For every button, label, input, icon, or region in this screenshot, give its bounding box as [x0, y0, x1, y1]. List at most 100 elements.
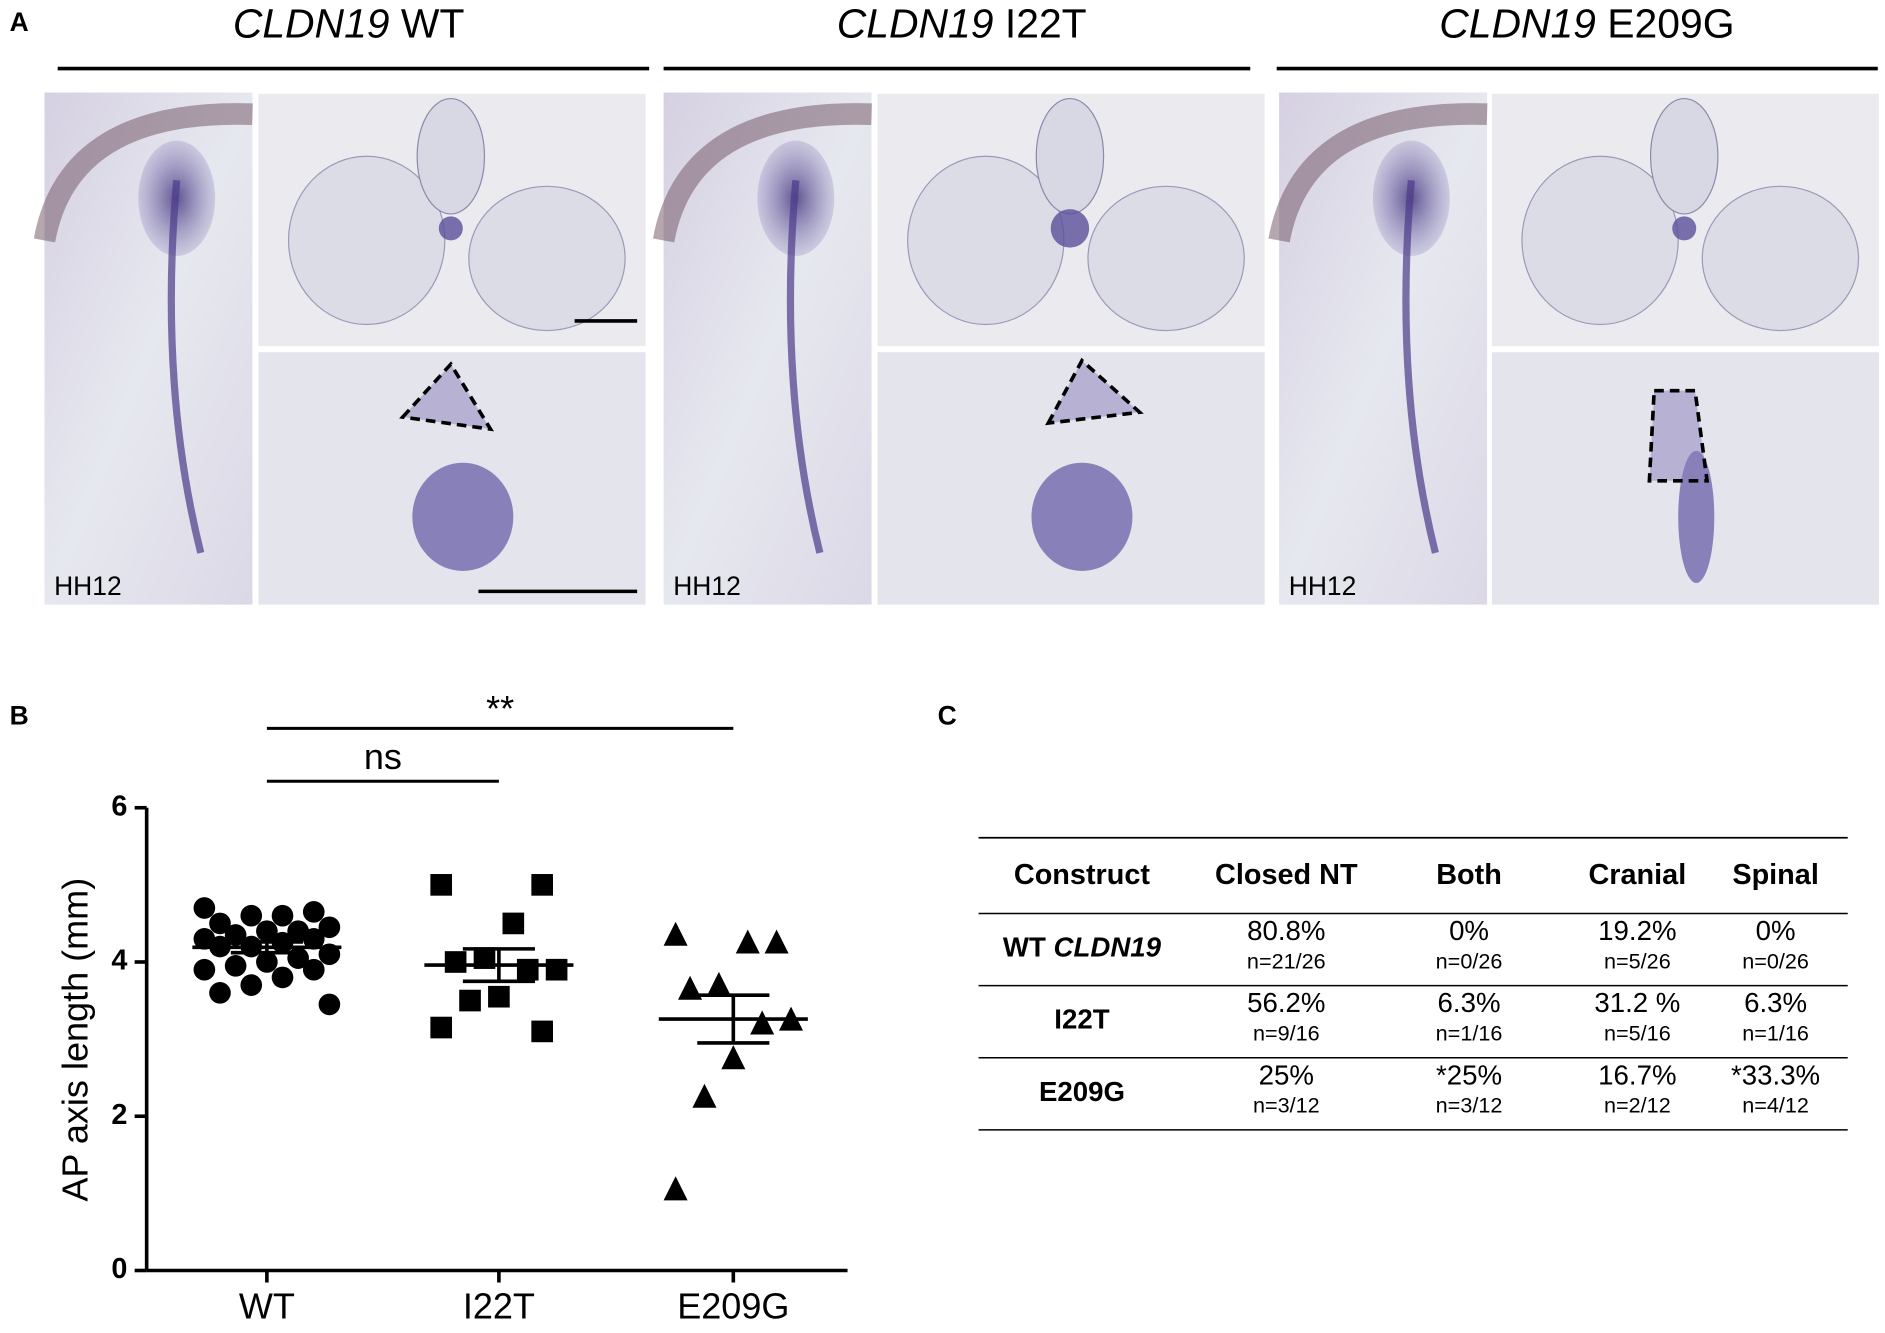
neural-tube	[1649, 97, 1719, 215]
cell-percent: 6.3%	[1744, 987, 1807, 1018]
data-point	[302, 901, 325, 923]
cell-count: n=3/12	[1436, 1093, 1503, 1118]
significance-label: **	[486, 688, 514, 729]
cell-percent: 0%	[1449, 915, 1489, 946]
gene: CLDN19	[837, 0, 994, 46]
cell-count: n=21/26	[1247, 949, 1326, 974]
y-axis-label: AP axis length (mm)	[55, 878, 96, 1202]
column-title: CLDN19 E209G	[1439, 0, 1734, 46]
gene: CLDN19	[1439, 0, 1596, 46]
micrographs: HH12 HH12 HH12	[33, 92, 1879, 605]
notochord-stain	[438, 216, 463, 241]
data-point	[318, 916, 341, 939]
cell-percent: 25%	[1259, 1059, 1314, 1090]
cell-percent: 80.8%	[1247, 915, 1325, 946]
cell-count: n=3/12	[1253, 1093, 1320, 1118]
data-point	[193, 958, 216, 981]
construct: I22T	[1054, 1004, 1109, 1035]
notochord-zoom	[1031, 462, 1133, 571]
table-header: Both	[1436, 859, 1502, 891]
table-header: Cranial	[1588, 859, 1686, 891]
cell-percent: 0%	[1756, 915, 1796, 946]
significance-label: ns	[364, 736, 402, 777]
column-title: CLDN19 WT	[233, 0, 465, 46]
data-point	[271, 904, 294, 927]
cell-count: n=1/16	[1436, 1021, 1503, 1046]
floor-plate-outline	[399, 361, 495, 432]
embryo-rim	[652, 103, 872, 243]
y-tick-label: 0	[111, 1253, 127, 1285]
x-tick-label: WT	[239, 1285, 295, 1326]
cell-percent: 6.3%	[1438, 987, 1501, 1018]
data-point	[502, 912, 525, 935]
data-point	[764, 929, 789, 954]
cell-count: n=1/16	[1742, 1021, 1809, 1046]
stage-label: HH12	[54, 571, 122, 601]
table-header: Closed NT	[1215, 859, 1358, 891]
neural-tube	[416, 97, 486, 215]
data-point	[663, 921, 688, 946]
cell-count: n=9/16	[1253, 1021, 1320, 1046]
variant: E209G	[1607, 0, 1734, 46]
cell-percent: 56.2%	[1247, 987, 1325, 1018]
data-point	[224, 955, 247, 977]
data-point	[531, 1020, 553, 1043]
stage-label: HH12	[1289, 571, 1357, 601]
panel-label: B	[10, 701, 29, 731]
cell-percent: 19.2%	[1598, 915, 1676, 946]
stage-label: HH12	[673, 571, 741, 601]
data-point	[706, 971, 731, 996]
embryo-rim	[33, 103, 253, 243]
neural-tube	[1035, 97, 1105, 215]
embryo-rim	[1268, 103, 1488, 243]
data-point	[430, 1016, 453, 1039]
column-title: CLDN19 I22T	[837, 0, 1087, 46]
data-point	[271, 966, 294, 989]
data-point	[430, 874, 453, 896]
data-point	[256, 951, 278, 973]
data-point	[721, 1045, 746, 1070]
cell-percent: 16.7%	[1598, 1059, 1676, 1090]
tissue-outline	[1087, 185, 1245, 332]
y-tick-label: 6	[111, 790, 127, 822]
data-point	[735, 929, 760, 954]
data-point	[459, 989, 481, 1012]
notochord-zoom	[412, 462, 514, 571]
row-label: WT CLDN19	[1003, 932, 1162, 963]
notochord-stain	[1050, 209, 1090, 248]
tissue-outline	[468, 185, 626, 332]
cell-percent: 31.2 %	[1594, 987, 1680, 1018]
data-point	[488, 985, 510, 1008]
notochord-zoom	[1678, 450, 1715, 583]
data-point	[209, 912, 231, 935]
neural-tube-stain	[167, 179, 205, 554]
data-point	[240, 904, 263, 927]
data-point	[240, 974, 263, 996]
row-label: I22T	[1054, 1004, 1109, 1035]
variant: WT	[401, 0, 465, 46]
data-point	[692, 1083, 717, 1108]
table: C Construct Closed NT Both Cranial Spinal WT C…	[938, 701, 1848, 1131]
data-point	[193, 897, 216, 919]
neural-tube-stain	[786, 179, 824, 554]
floor-plate-outline	[1045, 357, 1144, 426]
data-point	[531, 874, 553, 896]
tissue-outline	[287, 155, 446, 326]
data-point	[750, 1010, 775, 1035]
data-point	[256, 920, 278, 942]
cell-percent: *25%	[1436, 1059, 1502, 1090]
data-point	[516, 958, 539, 981]
x-tick-label: E209G	[677, 1285, 789, 1326]
construct: E209G	[1039, 1076, 1125, 1107]
construct: WT	[1003, 932, 1046, 963]
construct-gene: CLDN19	[1054, 932, 1162, 963]
data-point	[302, 958, 325, 981]
cell-count: n=0/26	[1742, 949, 1809, 974]
cell-count: n=5/16	[1604, 1021, 1671, 1046]
floor-plate-outline	[1647, 388, 1710, 483]
y-tick-label: 2	[111, 1099, 127, 1131]
tissue-outline	[1521, 155, 1679, 326]
notochord-stain	[1672, 216, 1697, 241]
tissue-outline	[1701, 185, 1860, 332]
